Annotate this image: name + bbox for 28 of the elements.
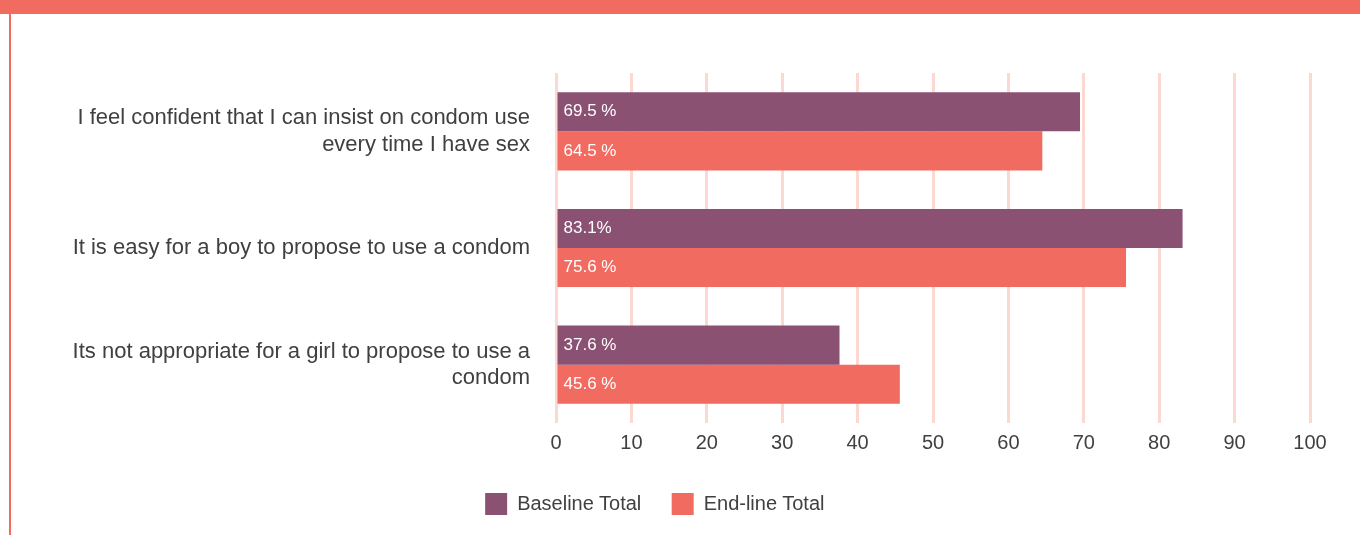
legend-label: End-line Total	[703, 491, 825, 514]
data-label: 83.1%	[563, 218, 612, 238]
x-tick-label: 100	[1293, 430, 1327, 453]
x-tick-label: 40	[846, 430, 869, 453]
data-label: 69.5 %	[563, 101, 617, 121]
x-tick-label: 80	[1148, 430, 1171, 453]
bar	[557, 364, 900, 404]
x-tick-label: 50	[921, 430, 945, 453]
x-tick-label: 70	[1072, 430, 1095, 453]
x-tick-label: 60	[997, 430, 1020, 453]
x-tick-label: 0	[550, 430, 562, 453]
data-label: 45.6 %	[563, 373, 617, 393]
x-tick-label: 30	[771, 430, 794, 453]
bar	[557, 131, 1043, 171]
data-label: 37.6 %	[563, 334, 617, 354]
data-label: 75.6 %	[563, 257, 617, 277]
bar	[557, 208, 1183, 248]
bar	[557, 325, 840, 365]
x-tick-label: 10	[620, 430, 643, 453]
x-tick-label: 90	[1223, 430, 1246, 453]
x-tick-label: 20	[695, 430, 718, 453]
y-tick-label: It is easy for a boy to propose to use a condom	[72, 234, 530, 260]
y-tick-label: I feel confident that I can insist on condom use every time I have sex	[77, 104, 530, 156]
bar	[557, 248, 1127, 288]
y-tick-label: Its not appropriate for a girl to propose to use a condom	[72, 337, 531, 389]
data-label: 64.5 %	[563, 140, 617, 160]
bar	[557, 92, 1081, 132]
legend-label: Baseline Total	[517, 491, 642, 514]
